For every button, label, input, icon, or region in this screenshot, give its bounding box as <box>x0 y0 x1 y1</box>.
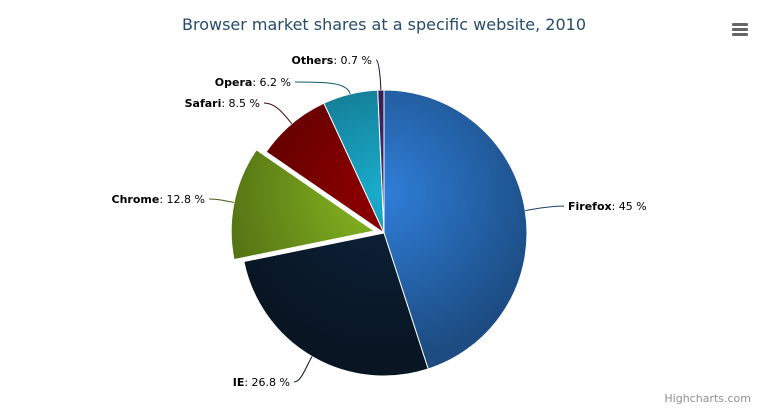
data-label-name: IE <box>233 376 245 389</box>
data-label-value: : 12.8 % <box>159 193 205 206</box>
hamburger-menu-icon[interactable] <box>728 18 752 40</box>
pie-slice-firefox[interactable] <box>383 89 528 370</box>
pie-slice-others[interactable] <box>377 89 385 234</box>
connector-chrome <box>208 198 235 203</box>
data-label-value: : 26.8 % <box>244 376 290 389</box>
connector-others <box>375 59 382 91</box>
data-label-value: : 0.7 % <box>333 54 372 67</box>
data-label-opera: Opera: 6.2 % <box>215 76 291 89</box>
data-label-name: Others <box>291 54 333 67</box>
data-label-value: : 6.2 % <box>252 76 291 89</box>
data-label-name: Firefox <box>568 200 612 213</box>
data-label-others: Others: 0.7 % <box>291 54 372 67</box>
data-label-firefox: Firefox: 45 % <box>568 200 647 213</box>
data-label-name: Safari <box>185 97 222 110</box>
connector-opera <box>294 81 351 95</box>
data-label-value: : 45 % <box>612 200 647 213</box>
connector-safari <box>263 102 293 125</box>
data-label-chrome: Chrome: 12.8 % <box>112 193 205 206</box>
connector-ie <box>293 356 313 383</box>
data-label-name: Chrome <box>112 193 160 206</box>
credits-link[interactable]: Highcharts.com <box>664 392 751 405</box>
pie-slice-ie[interactable] <box>243 232 429 377</box>
data-label-safari: Safari: 8.5 % <box>185 97 260 110</box>
data-label-value: : 8.5 % <box>221 97 260 110</box>
chart-title: Browser market shares at a specific webs… <box>182 15 586 34</box>
connector-firefox <box>525 205 565 212</box>
data-label-name: Opera <box>215 76 253 89</box>
data-label-ie: IE: 26.8 % <box>233 376 290 389</box>
